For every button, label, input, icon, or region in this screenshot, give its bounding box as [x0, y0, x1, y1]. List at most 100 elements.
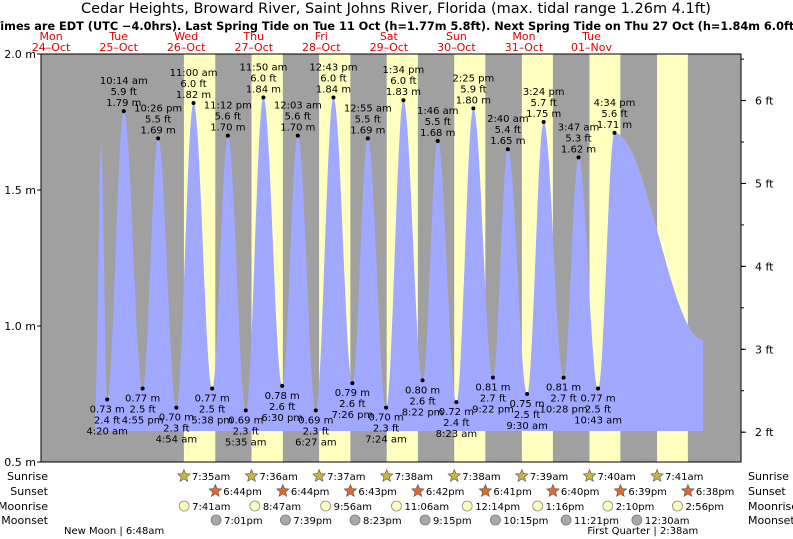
high-tide-time: 3:47 am	[558, 122, 600, 133]
low-tide-ft: 2.4 ft	[443, 418, 469, 429]
tide-point	[471, 106, 476, 111]
moonset-icon	[560, 514, 572, 526]
moonrise-icon	[602, 500, 614, 512]
high-tide-time: 1:34 pm	[383, 65, 425, 76]
high-tide-m: 1.83 m	[386, 87, 421, 98]
y-tick-label-m: 0.5 m	[4, 456, 36, 469]
sunset-time: 6:42pm	[426, 487, 465, 498]
low-tide-m: 0.70 m	[159, 413, 194, 424]
high-tide-m: 1.80 m	[456, 95, 491, 106]
low-tide-ft: 2.3 ft	[303, 426, 329, 437]
sunrise-time: 7:36am	[260, 472, 298, 483]
day-date: 26–Oct	[167, 41, 206, 54]
sunset-icon	[208, 483, 223, 497]
sunset-time: 6:43pm	[358, 487, 397, 498]
tide-point	[331, 95, 336, 100]
moonrise-time: 8:47am	[263, 502, 301, 513]
high-tide-ft: 5.5 ft	[355, 114, 381, 125]
high-tide-ft: 6.0 ft	[180, 79, 206, 90]
tide-point	[561, 375, 566, 380]
low-tide-m: 0.78 m	[265, 391, 300, 402]
tide-point	[121, 109, 126, 114]
tide-point	[210, 386, 215, 391]
high-tide-ft: 5.7 ft	[531, 98, 557, 109]
sunset-time: 6:41pm	[493, 487, 532, 498]
day-name: Thu	[242, 30, 264, 43]
row-label-right-moonset: Moonset	[748, 514, 793, 527]
y-axes: 0.5 m 1.0 m 1.5 m 2.0 m 2 ft 3 ft 4 ft 5 ft 6 ft	[4, 48, 774, 469]
moonrise-icon	[320, 500, 332, 512]
low-tide-m: 0.75 m	[509, 399, 544, 410]
row-label-left-sunrise: Sunrise	[7, 470, 48, 483]
high-tide-time: 4:34 pm	[594, 98, 636, 109]
low-tide-ft: 2.6 ft	[409, 396, 435, 407]
day-headers: Mon24–OctTue25–OctWed26–OctThu27–OctFri2…	[32, 30, 613, 54]
moonrise-icon	[672, 500, 683, 512]
low-tide-time: 7:26 pm	[331, 410, 373, 421]
row-label-left-moonrise: Moonrise	[0, 500, 48, 513]
chart-title: Cedar Heights, Broward River, Saint John…	[81, 1, 711, 17]
moonset-icon	[490, 514, 501, 526]
high-tide-time: 2:25 pm	[453, 73, 495, 84]
low-tide-ft: 2.5 ft	[585, 405, 611, 416]
high-tide-ft: 5.3 ft	[565, 133, 591, 144]
low-tide-m: 0.77 m	[580, 394, 615, 405]
high-tide-ft: 6.0 ft	[390, 76, 416, 87]
sunset-icon	[545, 483, 560, 497]
moonrise-time: 11:06am	[404, 502, 449, 513]
day-date: 25–Oct	[99, 41, 138, 54]
high-tide-time: 12:43 pm	[309, 63, 357, 74]
high-tide-ft: 5.6 ft	[601, 109, 627, 120]
sunset-icon	[478, 483, 493, 497]
low-tide-ft: 2.6 ft	[269, 402, 295, 413]
moonset-time: 7:01pm	[224, 516, 263, 527]
day-name: Mon	[39, 30, 62, 43]
sunrise-icon	[379, 468, 394, 482]
high-tide-m: 1.71 m	[597, 120, 632, 131]
tide-point	[541, 120, 546, 124]
low-tide-ft: 2.7 ft	[550, 394, 576, 405]
moonset-icon	[349, 514, 361, 526]
moonset-time: 9:15pm	[433, 516, 472, 527]
moonset-icon	[210, 514, 222, 526]
tide-point	[454, 400, 459, 405]
low-tide-time: 4:55 pm	[122, 416, 164, 427]
sunrise-time: 7:40am	[597, 472, 635, 483]
high-tide-ft: 6.0 ft	[320, 74, 346, 85]
sunrise-icon	[514, 468, 529, 482]
low-tide-time: 9:22 pm	[472, 405, 514, 416]
moonrise-time: 9:56am	[334, 502, 372, 513]
y-tick-label-ft: 2 ft	[755, 426, 774, 439]
tide-point	[261, 95, 266, 100]
tide-point	[420, 378, 425, 383]
low-tide-time: 6:27 am	[295, 437, 337, 448]
tide-point	[105, 397, 110, 402]
sunset-icon	[275, 483, 290, 497]
y-tick-label-ft: 5 ft	[755, 177, 774, 190]
sun-moon-events: Sunrise Sunrise Sunset Sunset Moonrise Moonri…	[0, 468, 793, 537]
moonset-icon	[419, 514, 431, 526]
sunrise-icon	[312, 468, 327, 482]
high-tide-m: 1.84 m	[246, 85, 281, 96]
low-tide-ft: 2.6 ft	[339, 399, 365, 410]
sunrise-icon	[176, 468, 191, 482]
sunset-time: 6:44pm	[223, 487, 262, 498]
sunrise-time: 7:39am	[530, 472, 568, 483]
tide-point	[350, 381, 355, 386]
day-name: Fri	[315, 30, 328, 43]
moonrise-time: 2:10pm	[616, 502, 655, 513]
moonrise-time: 12:14pm	[475, 502, 520, 513]
high-tide-time: 3:24 pm	[523, 87, 565, 98]
low-tide-ft: 2.7 ft	[480, 394, 506, 405]
day-name: Sun	[446, 30, 467, 43]
tide-point	[596, 386, 601, 391]
tide-point	[384, 405, 389, 410]
sunset-icon	[680, 483, 695, 497]
moonset-icon	[280, 514, 291, 526]
day-name: Sat	[380, 30, 399, 43]
tide-point	[401, 98, 406, 103]
tide-point	[174, 405, 179, 410]
low-tide-m: 0.72 m	[439, 407, 474, 418]
